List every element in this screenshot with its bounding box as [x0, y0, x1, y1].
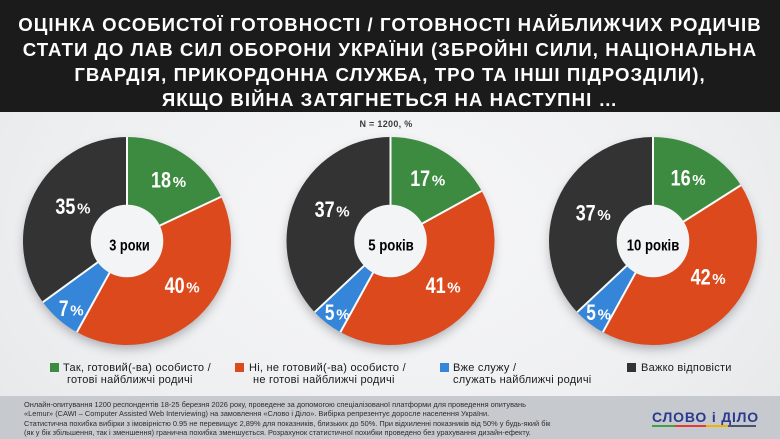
- svg-text:%: %: [692, 172, 705, 189]
- svg-text:%: %: [447, 280, 460, 297]
- svg-text:42: 42: [691, 265, 711, 290]
- svg-text:5: 5: [325, 300, 335, 325]
- svg-text:5 років: 5 років: [368, 238, 414, 255]
- svg-text:%: %: [336, 204, 349, 221]
- svg-text:3 роки: 3 роки: [109, 238, 150, 255]
- svg-text:40: 40: [165, 273, 185, 298]
- svg-text:17: 17: [410, 166, 430, 191]
- svg-text:%: %: [432, 173, 445, 190]
- svg-text:41: 41: [426, 273, 446, 298]
- svg-text:10 років: 10 років: [627, 238, 680, 255]
- svg-text:%: %: [173, 174, 186, 191]
- svg-text:%: %: [712, 271, 725, 288]
- svg-text:%: %: [597, 207, 610, 224]
- svg-text:%: %: [77, 200, 90, 217]
- svg-text:%: %: [186, 279, 199, 296]
- svg-text:7: 7: [59, 296, 69, 321]
- svg-text:37: 37: [576, 200, 596, 225]
- svg-text:%: %: [336, 306, 349, 323]
- svg-text:18: 18: [151, 168, 171, 193]
- svg-text:16: 16: [671, 165, 691, 190]
- svg-text:37: 37: [315, 197, 335, 222]
- svg-text:35: 35: [55, 194, 75, 219]
- svg-text:%: %: [70, 303, 83, 320]
- svg-text:5: 5: [586, 300, 596, 325]
- svg-text:%: %: [598, 306, 611, 323]
